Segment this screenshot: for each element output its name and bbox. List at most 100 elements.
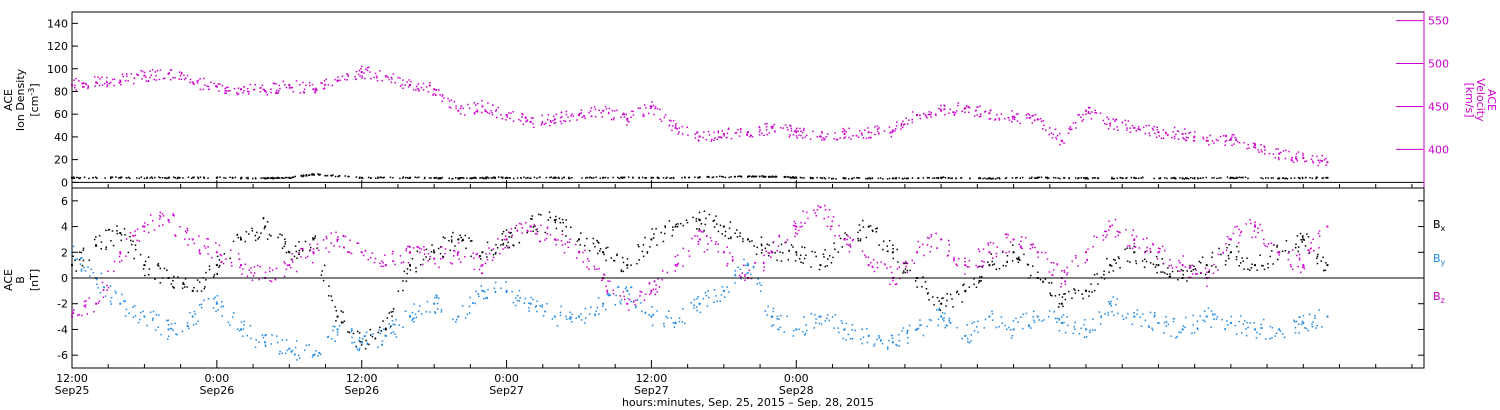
bfield-dot-2-45-12	[1158, 250, 1161, 253]
bfield-dot-0-33-9	[878, 244, 880, 246]
density-dot-0-21-14	[982, 177, 984, 180]
bfield-dot-2-42-12	[1105, 230, 1107, 233]
velocity-dot-0-27-16	[739, 128, 742, 131]
bfield-dot-0-37-4	[968, 286, 971, 288]
bfield-dot-1-45-11	[1172, 320, 1175, 323]
bfield-dot-1-40-4	[1056, 317, 1059, 320]
velocity-dot-0-3-3	[145, 80, 148, 82]
bfield-point-2-25	[674, 264, 677, 267]
bfield-dot-1-18-4	[516, 299, 519, 302]
bfield-dot-1-3-12	[152, 317, 154, 320]
bfield-dot-1-21-3	[602, 305, 604, 307]
velocity-dot-0-42-12	[1089, 112, 1091, 115]
bfield-dot-0-43-6	[1112, 258, 1115, 261]
bfield-dot-0-21-12	[592, 242, 595, 245]
velocity-dot-0-29-5	[779, 127, 782, 129]
bfield-dot-1-2-8	[125, 308, 128, 311]
velocity-dot-0-30-2	[812, 130, 814, 133]
bfield-dot-1-39-3	[1020, 316, 1022, 318]
density-dot-0-14-9	[656, 176, 659, 179]
bfield-dot-2-51-9	[1318, 230, 1321, 232]
bfield-dot-2-17-10	[492, 248, 495, 250]
bfield-dot-2-47-11	[1206, 285, 1208, 288]
bfield-point-2-52	[1326, 225, 1329, 228]
bfield-dot-0-48-1	[1236, 245, 1238, 248]
bfield-dot-1-1-6	[114, 290, 117, 293]
bfield-dot-0-20-4	[565, 235, 567, 237]
bfield-dot-1-23-13	[630, 300, 632, 303]
bfield-dot-0-47-8	[1211, 265, 1213, 267]
bfield-dot-0-13-9	[397, 290, 400, 292]
density-dot-0-6-11	[344, 175, 346, 177]
bfield-dot-0-33-3	[892, 244, 894, 247]
bfield-dot-2-48-1	[1251, 236, 1253, 239]
bfield-dot-2-5-12	[198, 249, 201, 251]
bfield-dot-0-23-1	[646, 251, 649, 253]
velocity-dot-0-3-12	[158, 78, 161, 81]
bfield-dot-1-24-12	[651, 305, 653, 308]
xtick-time-1: 0:00	[205, 372, 230, 385]
bfield-dot-0-47-12	[1220, 253, 1222, 256]
velocity-dot-0-12-14	[376, 80, 379, 82]
bfield-dot-0-11-12	[342, 311, 344, 313]
bfield-dot-0-22-7	[603, 253, 605, 256]
density-dot-0-15-8	[737, 175, 739, 178]
bfield-dot-2-6-2	[222, 262, 225, 265]
velocity-dot-0-27-9	[737, 128, 739, 131]
top-y2tick-label-1: 450	[1428, 100, 1449, 113]
velocity-dot-0-25-3	[677, 133, 679, 135]
bfield-point-2-32	[843, 238, 846, 241]
bfield-dot-2-33-13	[873, 270, 876, 273]
bfield-dot-1-15-11	[455, 321, 457, 323]
bfield-dot-0-18-5	[514, 227, 517, 229]
bfield-dot-2-2-9	[129, 232, 132, 234]
velocity-dot-0-31-3	[822, 137, 824, 139]
bfield-dot-0-36-6	[956, 290, 959, 293]
velocity-point-0-24	[650, 105, 653, 108]
velocity-dot-0-35-15	[930, 111, 933, 114]
bfield-dot-0-21-3	[580, 232, 582, 234]
bfield-dot-2-24-7	[655, 288, 657, 290]
bfield-dot-1-38-0	[1001, 322, 1003, 325]
bfield-dot-1-36-0	[948, 321, 951, 323]
bfield-dot-1-25-12	[695, 306, 698, 308]
top-ytick-label-0: 0	[61, 176, 68, 189]
bfield-dot-1-38-1	[995, 326, 998, 329]
bfield-dot-2-1-8	[106, 284, 108, 287]
density-dot-0-9-21	[461, 176, 463, 179]
top-y2tick-label-3: 550	[1428, 15, 1449, 28]
bfield-dot-1-30-4	[813, 327, 815, 329]
bfield-dot-2-37-5	[975, 264, 977, 267]
bfield-dot-2-35-10	[928, 237, 930, 239]
bfield-dot-1-24-1	[672, 322, 675, 324]
density-dot-0-20-15	[906, 177, 908, 179]
bfield-dot-1-10-7	[319, 353, 322, 356]
bfield-dot-1-9-9	[304, 349, 306, 351]
bfield-dot-2-47-13	[1206, 271, 1208, 274]
bfield-dot-0-18-0	[510, 236, 513, 238]
velocity-dot-0-40-5	[1054, 128, 1057, 131]
bfield-dot-2-6-7	[221, 260, 223, 263]
bfield-dot-1-33-5	[888, 339, 890, 342]
velocity-point-0-25	[674, 126, 677, 129]
bfield-dot-2-11-6	[348, 251, 351, 254]
bfield-dot-1-37-0	[971, 322, 974, 325]
bfield-dot-2-5-8	[207, 238, 209, 240]
bfield-dot-0-40-13	[1039, 278, 1042, 281]
velocity-point-0-4	[167, 72, 170, 75]
velocity-dot-0-5-10	[196, 82, 199, 84]
bfield-dot-2-37-9	[982, 264, 985, 267]
bfield-dot-1-22-12	[605, 308, 607, 311]
bfield-dot-0-1-11	[100, 247, 102, 250]
bfield-dot-1-32-10	[851, 324, 854, 326]
bfield-dot-2-21-5	[582, 251, 584, 254]
velocity-dot-0-6-1	[224, 87, 226, 90]
bfield-dot-1-13-11	[392, 331, 395, 333]
bfield-dot-1-32-2	[845, 322, 848, 325]
bfield-dot-0-13-12	[406, 272, 408, 275]
density-dot-0-6-10	[330, 174, 332, 177]
bfield-dot-0-0-3	[82, 247, 85, 250]
bfield-dot-1-5-5	[195, 323, 198, 325]
bfield-dot-2-5-13	[206, 238, 208, 240]
bfield-dot-0-37-10	[973, 278, 975, 280]
